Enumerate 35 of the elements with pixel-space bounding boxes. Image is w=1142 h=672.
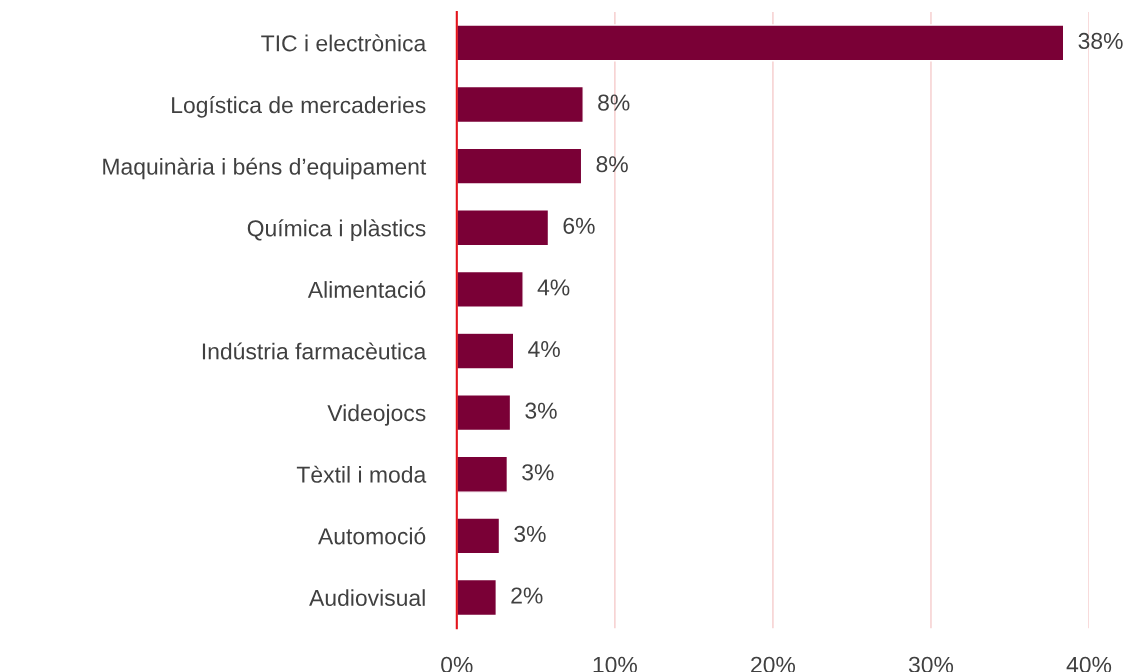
data-label: 38% xyxy=(1078,32,1123,50)
data-label: 8% xyxy=(598,94,630,111)
y-tick-label: TIC i electrònica xyxy=(261,34,427,52)
x-tick-label: 20% xyxy=(751,656,796,672)
data-label: 3% xyxy=(522,464,554,481)
data-label: 4% xyxy=(528,341,560,358)
bar xyxy=(456,270,524,308)
x-tick-label: 40% xyxy=(1066,656,1112,672)
y-tick-label: Tèxtil i moda xyxy=(296,465,427,483)
bar xyxy=(456,332,515,370)
data-label: 8% xyxy=(596,156,628,173)
y-tick-label: Videojocs xyxy=(327,404,426,426)
y-tick-label: Química i plàstics xyxy=(247,219,426,241)
bar xyxy=(456,209,550,247)
x-tick-label: 30% xyxy=(908,656,954,672)
bar xyxy=(456,578,498,617)
y-tick-label: Audiovisual xyxy=(309,589,425,607)
bar xyxy=(456,147,583,185)
data-label: 6% xyxy=(563,217,595,234)
y-tick-label: Alimentació xyxy=(307,280,426,298)
data-label: 3% xyxy=(514,525,546,543)
bar xyxy=(456,394,512,432)
bar xyxy=(456,455,509,493)
y-tick-label: Automoció xyxy=(318,527,426,545)
data-label: 3% xyxy=(525,402,557,419)
y-tick-label: Logística de mercaderies xyxy=(172,96,426,118)
x-tick-label: 0% xyxy=(441,656,473,672)
data-label: 2% xyxy=(511,587,543,604)
y-tick-label: Maquinària i béns d’equipament xyxy=(103,157,427,180)
data-label: 4% xyxy=(537,279,570,296)
bar xyxy=(456,517,501,555)
y-tick-label: Indústria farmacèutica xyxy=(202,342,427,360)
bar xyxy=(456,85,584,124)
bar xyxy=(456,24,1065,62)
x-tick-label: 10% xyxy=(593,656,637,672)
